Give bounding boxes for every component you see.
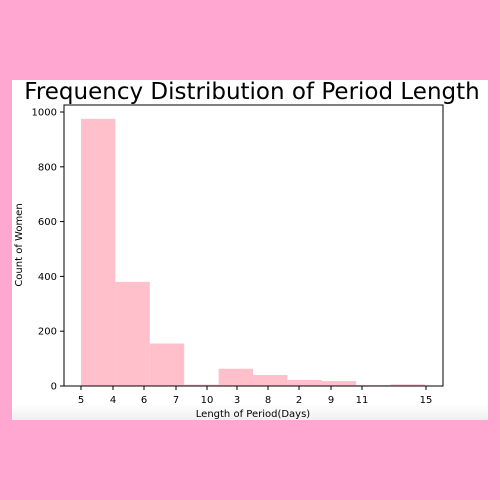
histogram-bar-9 [390, 384, 425, 386]
y-tick-label: 200 [38, 327, 57, 338]
plot-frame [63, 104, 444, 387]
x-tick-label: 9 [328, 395, 334, 406]
x-tick-label: 3 [234, 395, 240, 406]
chart-title: Frequency Distribution of Period Length [24, 79, 479, 105]
y-tick-label: 800 [38, 162, 57, 173]
x-tick-label: 15 [420, 395, 433, 406]
histogram-bar-6 [287, 379, 322, 386]
y-axis-ticks: 0 200 400 600 800 1000 [32, 108, 64, 393]
y-tick-label: 400 [38, 272, 57, 283]
x-tick-label: 5 [78, 395, 84, 406]
histogram-bar-4 [218, 368, 253, 386]
x-axis-label: Length of Period(Days) [196, 409, 311, 420]
card-shadow [12, 404, 488, 420]
histogram-bar-7 [321, 381, 357, 386]
y-tick-label: 1000 [32, 108, 57, 119]
histogram-bar-2 [149, 343, 185, 386]
x-tick-label: 2 [296, 395, 302, 406]
histogram-bar-3 [184, 384, 219, 386]
y-tick-label: 600 [38, 217, 57, 228]
y-tick-label: 0 [51, 382, 57, 393]
y-axis-label: Count of Women [14, 203, 25, 286]
x-tick-label: 10 [201, 395, 214, 406]
x-tick-label: 4 [110, 395, 116, 406]
bars-group [81, 118, 425, 386]
x-axis-ticks: 5 4 6 7 10 3 8 2 9 11 15 [78, 386, 433, 406]
x-tick-label: 8 [265, 395, 271, 406]
x-tick-label: 6 [141, 395, 147, 406]
histogram-bar-5 [253, 375, 288, 386]
x-tick-label: 7 [173, 395, 179, 406]
histogram-bar-1 [115, 281, 150, 386]
histogram-bar-0 [81, 118, 116, 386]
x-tick-label: 11 [356, 395, 369, 406]
